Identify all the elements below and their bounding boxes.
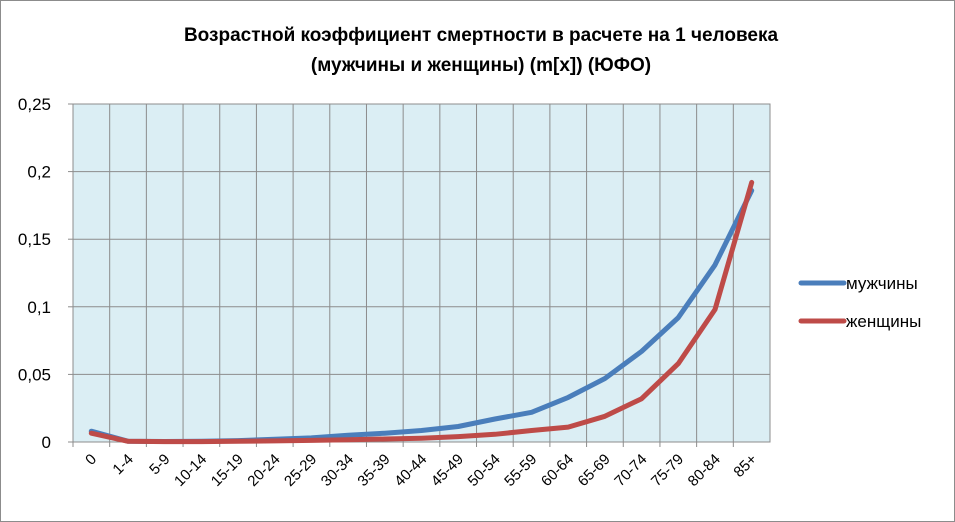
y-axis-ticks: 0 0,05 0,1 0,15 0,2 0,25 xyxy=(18,95,73,452)
x-tick-label: 5-9 xyxy=(146,451,173,478)
chart-title-line-1: Возрастной коэффициент смертности в расч… xyxy=(184,25,779,46)
x-tick-label: 70-74 xyxy=(611,451,650,490)
x-tick-label: 25-29 xyxy=(281,451,320,490)
x-tick-label: 50-54 xyxy=(465,451,504,490)
x-tick-label: 85+ xyxy=(730,451,760,481)
series-layer xyxy=(88,179,755,445)
chart-title-line-2: (мужчины и женщины) (m[x]) (ЮФО) xyxy=(311,55,651,76)
x-axis-ticks: 0 1-4 5-910-1415-1920-2425-2930-3435-3940-… xyxy=(72,442,761,490)
x-tick-label: 80-84 xyxy=(685,451,724,490)
x-tick-label: 60-64 xyxy=(538,451,577,490)
x-tick-label: 75-79 xyxy=(648,451,687,490)
y-tick-label: 0,2 xyxy=(27,163,51,182)
x-tick-label: 40-44 xyxy=(391,451,430,490)
x-tick-label: 65-69 xyxy=(575,451,614,490)
x-tick-label: 15-19 xyxy=(208,451,247,490)
y-tick-label: 0,15 xyxy=(18,230,51,249)
y-tick-label: 0,1 xyxy=(27,298,51,317)
y-tick-label: 0,25 xyxy=(18,95,51,114)
x-tick-label: 20-24 xyxy=(244,451,283,490)
legend-label-men: мужчины xyxy=(846,274,918,293)
x-tick-label: 55-59 xyxy=(501,451,540,490)
x-tick-label: 45-49 xyxy=(428,451,467,490)
legend-label-women: женщины xyxy=(846,312,921,331)
series-line-women xyxy=(88,179,755,445)
x-tick-label: 30-34 xyxy=(318,451,357,490)
y-tick-label: 0 xyxy=(42,433,51,452)
legend: мужчины женщины xyxy=(798,274,921,331)
x-tick-label: 10-14 xyxy=(171,451,210,490)
x-tick-label: 0 xyxy=(82,451,100,469)
y-tick-label: 0,05 xyxy=(18,365,51,384)
x-tick-label: 35-39 xyxy=(354,451,393,490)
x-tick-label: 1-4 xyxy=(109,451,136,478)
plot-area xyxy=(72,103,771,443)
